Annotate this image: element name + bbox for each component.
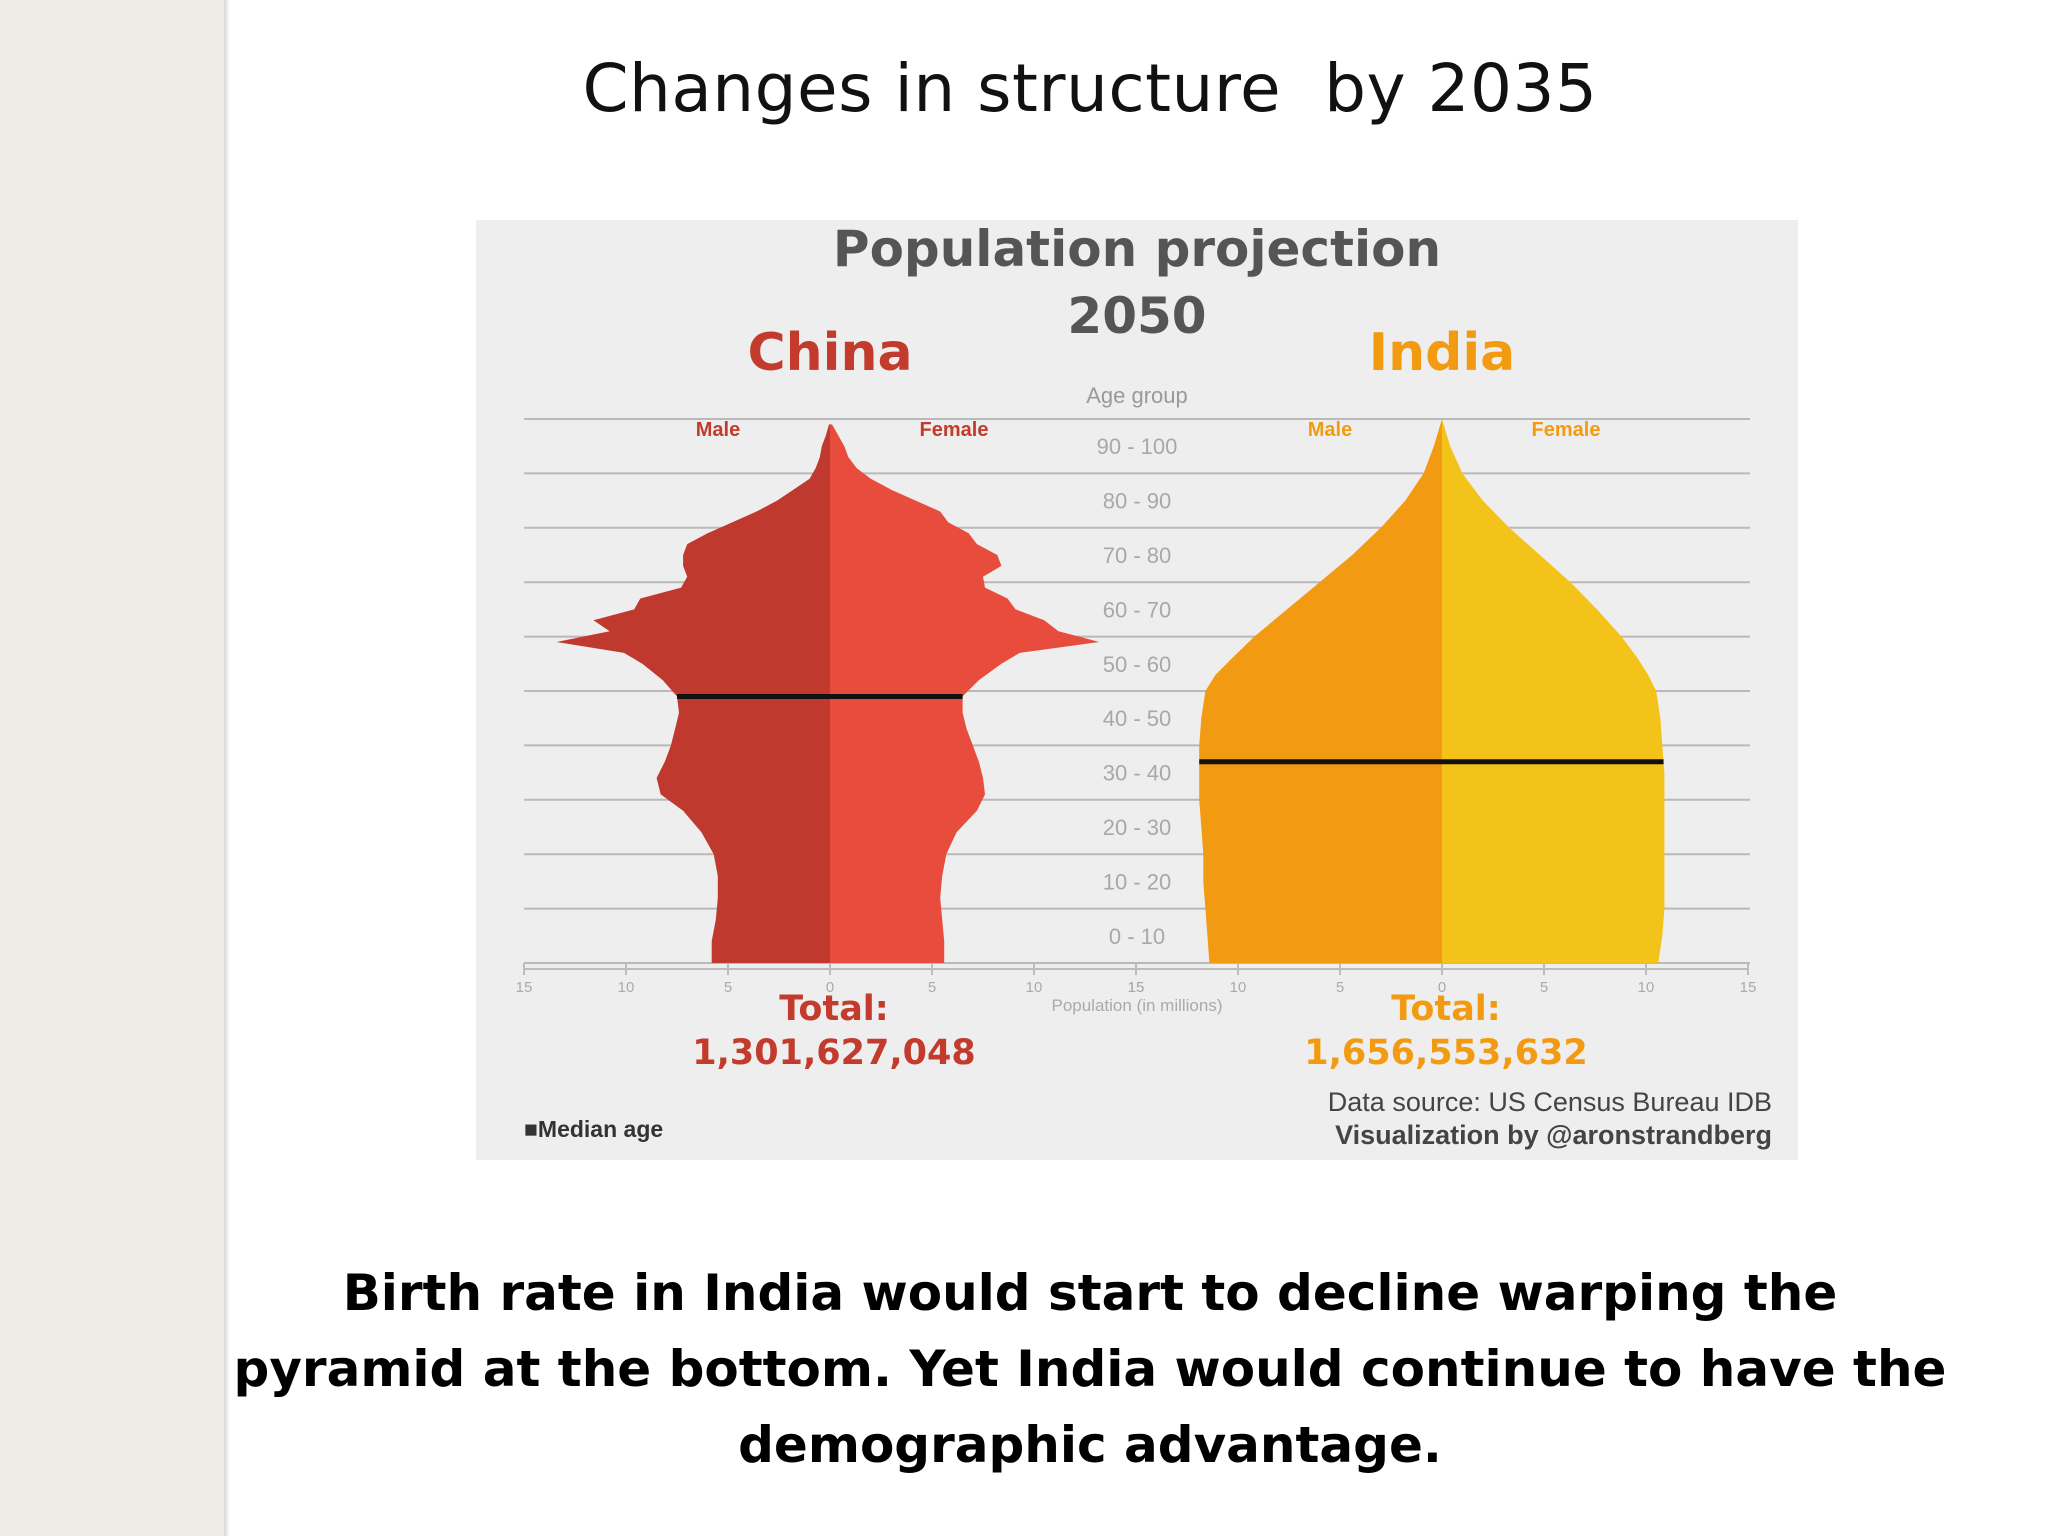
x-tick-label: 15: [1740, 979, 1757, 996]
india-total-label: Total:: [1391, 989, 1501, 1029]
chart-title-line2: 2050: [1067, 287, 1206, 345]
x-tick-label: 10: [1230, 979, 1247, 996]
chart-title-line1: Population projection: [833, 220, 1441, 278]
age-group-label: 10 - 20: [1103, 869, 1172, 894]
india-female-shape: [1442, 419, 1665, 963]
india-male-shape: [1199, 419, 1442, 963]
age-group-label: 30 - 40: [1103, 761, 1172, 786]
x-tick-label: 5: [724, 979, 732, 996]
x-axis-label: Population (in millions): [1051, 996, 1222, 1015]
age-group-label: 80 - 90: [1103, 489, 1172, 514]
china-female-shape: [830, 424, 1100, 963]
india-title: India: [1369, 323, 1516, 383]
x-tick-label: 10: [1026, 979, 1043, 996]
age-group-label: 20 - 30: [1103, 815, 1172, 840]
x-tick-label: 5: [1336, 979, 1344, 996]
age-group-label: 70 - 80: [1103, 543, 1172, 568]
credit-line: Visualization by @aronstrandberg: [1335, 1120, 1772, 1150]
slide-sidebar: [0, 0, 224, 1536]
x-tick-label: 0: [826, 979, 834, 996]
china-total-label: Total:: [779, 989, 889, 1029]
population-pyramid-chart: Population projection 2050 Age group Pop…: [476, 220, 1798, 1160]
x-tick-label: 10: [618, 979, 635, 996]
age-group-label: 40 - 50: [1103, 706, 1172, 731]
source-line: Data source: US Census Bureau IDB: [1328, 1087, 1772, 1117]
age-group-label: 0 - 10: [1109, 924, 1165, 949]
x-tick-label: 15: [516, 979, 533, 996]
chart-canvas: Population projection 2050 Age group Pop…: [516, 220, 1772, 1150]
slide-caption: Birth rate in India would start to decli…: [233, 1264, 1947, 1474]
china-male-shape: [556, 424, 830, 963]
china-title: China: [747, 323, 912, 383]
slide-title: Changes in structure by 2035: [582, 50, 1598, 127]
india-male-label: Male: [1308, 419, 1352, 441]
center-axis-label: Age group: [1086, 383, 1188, 408]
india-total-value: 1,656,553,632: [1304, 1033, 1587, 1073]
legend-median-age: ■Median age: [524, 1116, 663, 1142]
china-male-label: Male: [696, 419, 740, 441]
sidebar-edge: [224, 0, 230, 1536]
china-total-value: 1,301,627,048: [692, 1033, 975, 1073]
x-tick-label: 15: [1128, 979, 1145, 996]
age-group-label: 50 - 60: [1103, 652, 1172, 677]
age-group-label: 60 - 70: [1103, 597, 1172, 622]
x-tick-label: 10: [1638, 979, 1655, 996]
x-tick-label: 5: [1540, 979, 1548, 996]
age-group-label: 90 - 100: [1097, 434, 1178, 459]
china-female-label: Female: [920, 419, 989, 441]
india-female-label: Female: [1532, 419, 1601, 441]
x-tick-label: 15: [1128, 979, 1145, 996]
x-tick-label: 0: [1438, 979, 1446, 996]
x-tick-label: 5: [928, 979, 936, 996]
